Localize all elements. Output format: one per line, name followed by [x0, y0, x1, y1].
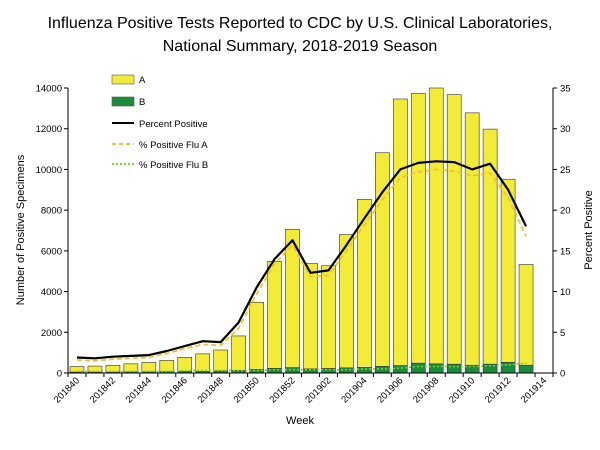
y-right-tick-label-15: 15: [560, 246, 571, 257]
y-left-tick-label-8000: 8000: [41, 206, 62, 217]
x-tick-label-201850: 201850: [232, 375, 262, 405]
x-tick-label-201908: 201908: [411, 375, 441, 405]
legend-label-a: A: [139, 75, 146, 86]
bar-a-201901: [303, 263, 318, 370]
bar-a-201907: [410, 93, 426, 364]
x-tick-label-201910: 201910: [447, 375, 477, 405]
chart-title-line-2: National Summary, 2018-2019 Season: [163, 38, 438, 55]
y-right-ticks: 0 5 10 15 20 25 30 35: [553, 84, 571, 380]
legend-label-percent: Percent Positive: [139, 119, 208, 130]
bar-a-201913: [518, 264, 534, 366]
y-left-tick-label-12000: 12000: [36, 124, 62, 135]
x-tick-label-201902: 201902: [303, 375, 333, 405]
bar-b-201907: [410, 362, 426, 374]
y-left-tick-label-2000: 2000: [41, 328, 62, 339]
y-right-axis-label: Percent Positive: [583, 190, 595, 269]
bar-a-201846: [177, 357, 193, 372]
x-tick-label-201846: 201846: [160, 375, 190, 405]
x-tick-label-201914: 201914: [519, 375, 549, 405]
legend-label-flu-b: % Positive Flu B: [139, 160, 208, 171]
legend: A B Percent Positive % Positive Flu A % …: [111, 74, 208, 171]
x-tick-label-201840: 201840: [52, 375, 82, 405]
x-ticks: 201840 201842 201844 201846 201848 201850 2018…: [52, 373, 554, 406]
axes-layer: [67, 88, 554, 374]
bar-b-201908: [428, 363, 444, 374]
line-percent-flu-a: [76, 168, 527, 362]
bar-a-201903: [339, 234, 354, 369]
x-tick-label-201906: 201906: [375, 375, 405, 405]
x-tick-label-201852: 201852: [267, 375, 297, 405]
legend-label-b: B: [139, 97, 145, 108]
x-tick-label-201904: 201904: [339, 375, 369, 405]
bar-a-201851: [267, 261, 282, 369]
x-tick-label-201842: 201842: [88, 375, 118, 405]
line-percent-positive: [76, 160, 528, 360]
bar-a-201847: [195, 353, 211, 372]
chart-title-line-1: Influenza Positive Tests Reported to CDC…: [48, 15, 553, 32]
bar-a-201909: [446, 94, 462, 365]
y-left-tick-label-10000: 10000: [36, 165, 62, 176]
line-percent-flu-b: [77, 362, 527, 373]
x-tick-label-201912: 201912: [483, 375, 513, 405]
legend-swatch-b: [111, 96, 135, 107]
y-right-tick-label-30: 30: [560, 124, 571, 135]
y-left-axis-label: Number of Positive Specimens: [15, 154, 27, 305]
bar-b-201913: [518, 364, 534, 374]
y-left-tick-label-0: 0: [57, 369, 62, 380]
legend-swatch-a: [111, 74, 135, 85]
bar-a-201910: [464, 112, 480, 366]
y-right-tick-label-5: 5: [560, 328, 565, 339]
bar-b-201905: [375, 366, 390, 374]
y-left-tick-label-14000: 14000: [36, 84, 62, 95]
y-left-ticks: 0 2000 4000 6000 8000 10000 12000 14000: [36, 84, 68, 380]
x-tick-label-201848: 201848: [196, 375, 226, 405]
bar-a-201850: [249, 302, 264, 370]
y-right-tick-label-35: 35: [560, 84, 571, 95]
bar-a-201844: [141, 362, 157, 373]
y-left-tick-label-6000: 6000: [41, 246, 62, 257]
y-left-tick-label-4000: 4000: [41, 287, 62, 298]
bar-b-201906: [393, 365, 408, 374]
x-tick-label-201844: 201844: [124, 375, 154, 405]
y-right-tick-label-25: 25: [560, 165, 571, 176]
y-right-tick-label-20: 20: [560, 206, 571, 217]
bar-a-201908: [428, 87, 444, 365]
bar-a-201845: [159, 360, 175, 373]
y-right-tick-label-0: 0: [560, 369, 565, 380]
y-right-tick-label-10: 10: [560, 287, 571, 298]
bar-a-201902: [321, 265, 336, 369]
legend-label-flu-a: % Positive Flu A: [139, 140, 208, 151]
bar-a-201906: [393, 98, 408, 366]
lines-layer: [76, 160, 528, 373]
bar-a-201848: [213, 349, 228, 372]
bar-a-201849: [231, 335, 246, 371]
bar-b-201909: [446, 363, 462, 374]
x-axis-label: Week: [286, 415, 314, 427]
